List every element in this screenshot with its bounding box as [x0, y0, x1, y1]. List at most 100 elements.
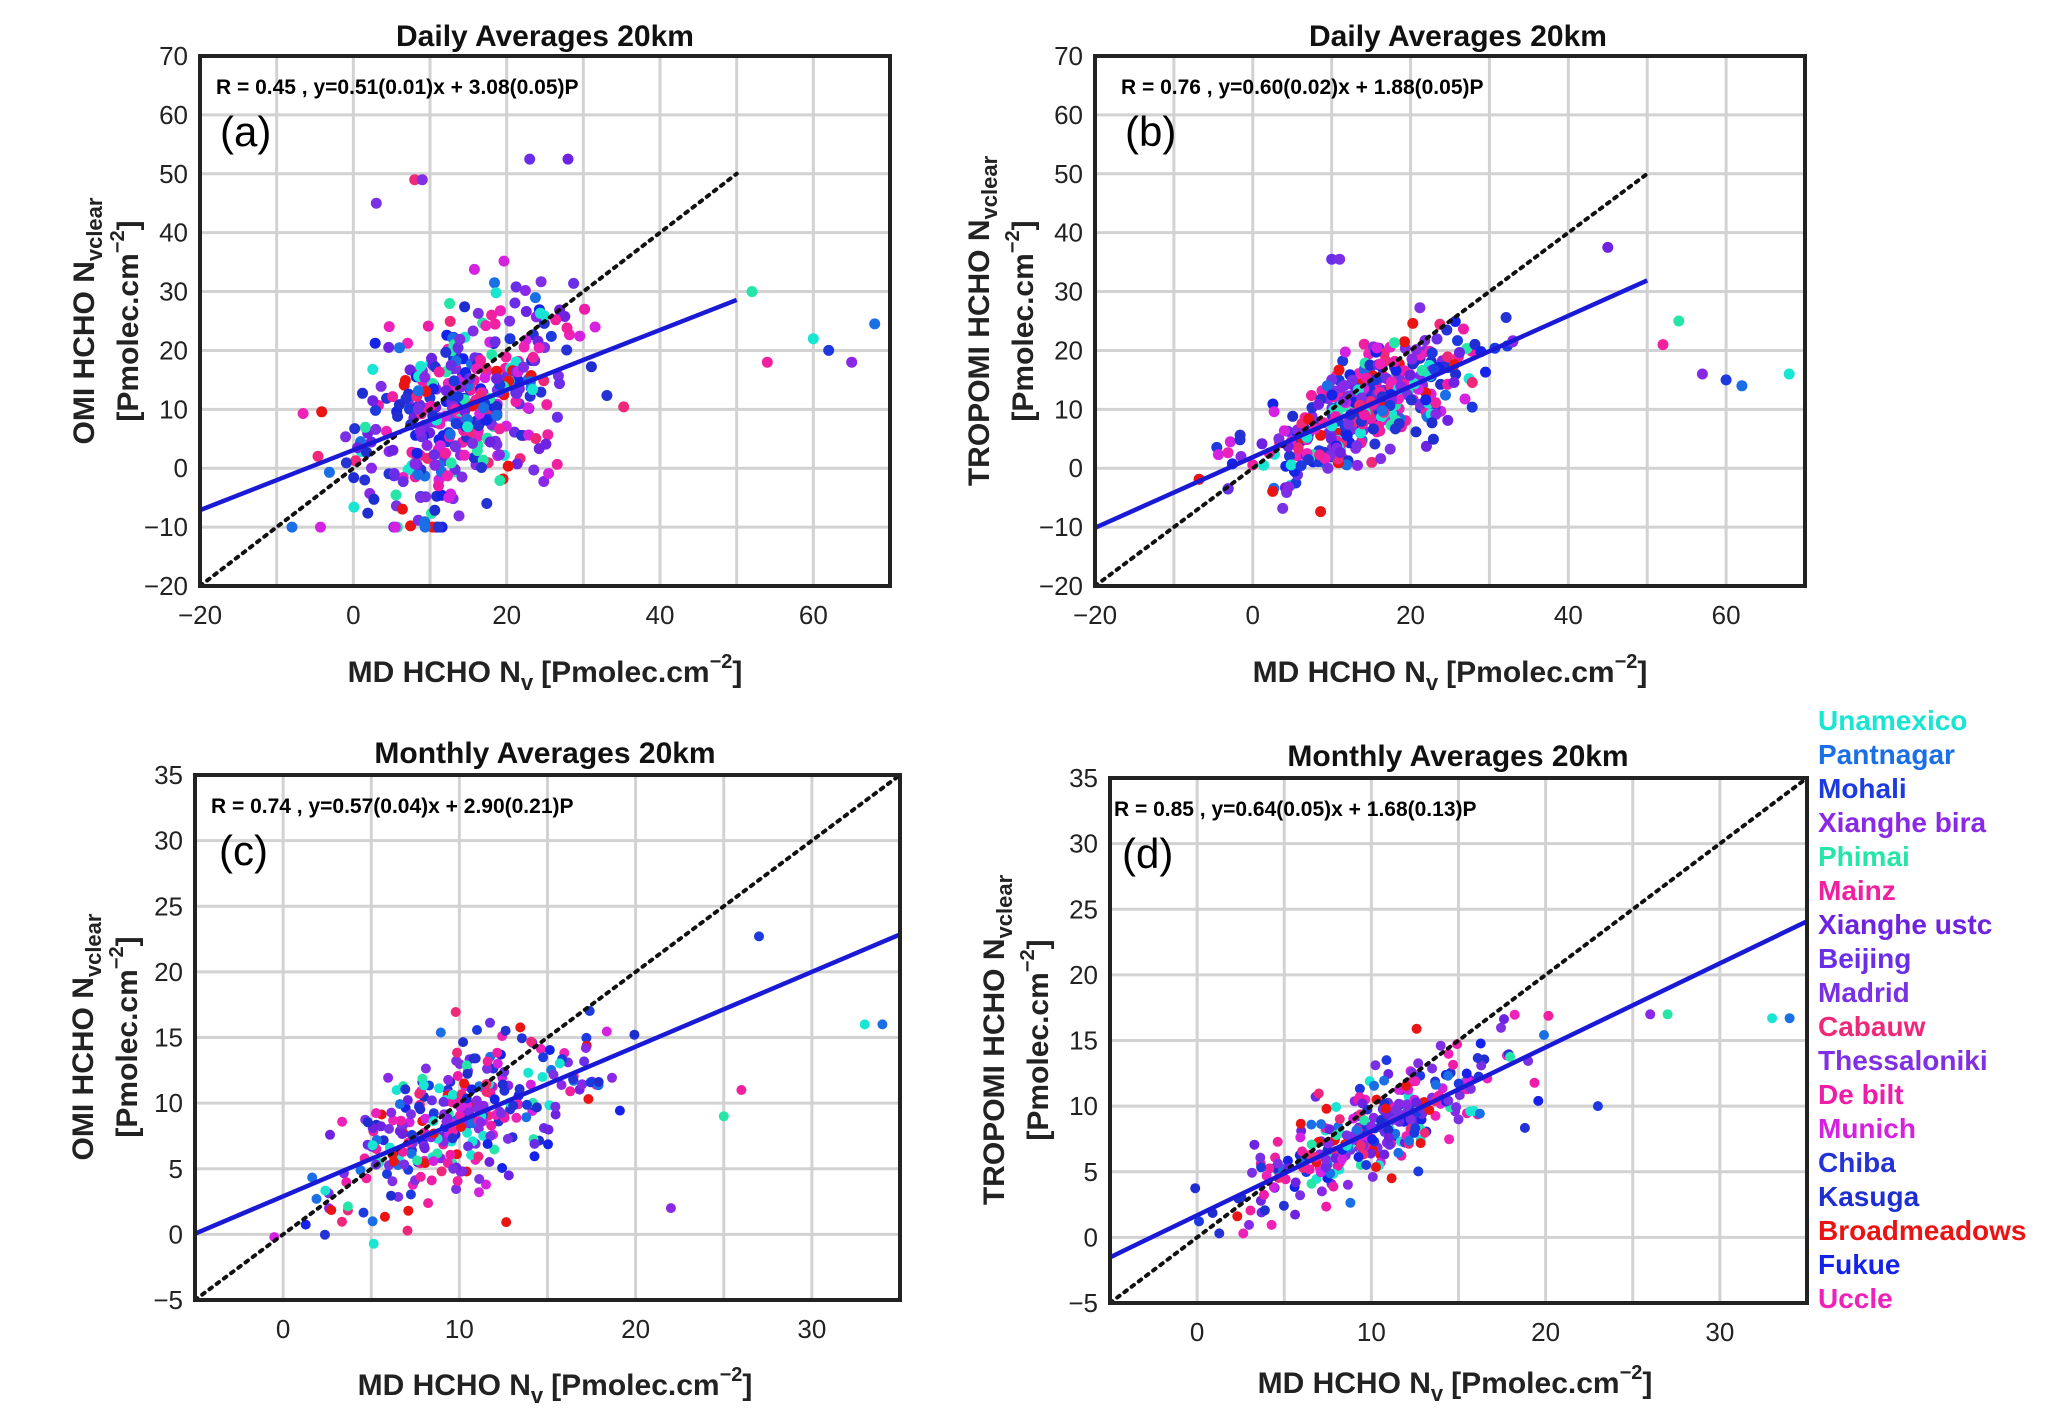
data-point	[1696, 368, 1708, 380]
panel-d-stat-text: R = 0.85 , y=0.64(0.05)x + 1.68(0.13)P	[1114, 798, 1477, 821]
data-point	[456, 471, 468, 483]
data-point	[482, 1056, 493, 1067]
data-point	[543, 1124, 554, 1135]
data-point	[1273, 433, 1285, 445]
data-point	[388, 468, 400, 479]
panel-b: Daily Averages 20km R = 0.76 , y=0.60(0.…	[963, 20, 1807, 695]
data-point	[718, 1111, 729, 1122]
data-point	[585, 361, 597, 373]
data-point	[476, 462, 487, 473]
data-point	[1353, 1152, 1364, 1162]
y-tick-label: 25	[154, 891, 183, 921]
data-point	[1414, 302, 1426, 314]
data-point	[416, 174, 428, 186]
panel-c-xticks: 0 10 20 30	[276, 1314, 826, 1344]
data-point	[761, 356, 773, 368]
data-point	[409, 458, 421, 470]
x-tick-label: 0	[1246, 600, 1260, 630]
data-point	[348, 501, 360, 513]
x-tick-label: −20	[1073, 600, 1117, 630]
y-tick-label: −20	[144, 571, 188, 601]
legend-item: Madrid	[1818, 977, 1910, 1008]
data-point	[1256, 438, 1268, 450]
data-point	[449, 440, 461, 452]
data-point	[1384, 1139, 1395, 1150]
data-point	[472, 307, 484, 319]
data-point	[577, 1079, 588, 1090]
svg-text:OMI HCHO Nvclear: OMI HCHO Nvclear	[67, 913, 106, 1160]
y-tick-label: 25	[1069, 894, 1098, 924]
data-point	[1476, 1060, 1487, 1071]
panel-d-yticks: −5 0 5 10 15 20 25 30 35	[1068, 763, 1098, 1318]
data-point	[367, 1216, 378, 1227]
data-point	[1355, 427, 1366, 439]
data-point	[581, 1032, 592, 1043]
x-tick-label: −20	[178, 600, 222, 630]
data-point	[393, 399, 405, 411]
y-tick-label: 70	[159, 41, 188, 71]
data-point	[754, 931, 764, 942]
data-point	[568, 277, 580, 289]
data-point	[1480, 366, 1491, 378]
panel-a-xlabel: MD HCHO Nv [Pmolec.cm−2]	[348, 651, 743, 695]
data-point	[461, 1060, 472, 1071]
y-tick-label: 0	[1069, 453, 1083, 483]
panel-c-title: Monthly Averages 20km	[374, 737, 715, 770]
data-point	[501, 1217, 512, 1228]
legend-item: Chiba	[1818, 1147, 1896, 1178]
panel-d: Monthly Averages 20km R = 0.85 , y=0.64(…	[978, 740, 1809, 1406]
data-point	[486, 309, 498, 321]
data-point	[405, 520, 417, 532]
data-point	[1379, 1149, 1390, 1160]
y-tick-label: 60	[1054, 100, 1083, 130]
data-point	[1326, 389, 1338, 401]
data-point	[459, 301, 471, 313]
data-point	[405, 1189, 416, 1200]
data-point	[1499, 1014, 1509, 1025]
data-point	[297, 408, 309, 419]
data-point	[1352, 459, 1363, 471]
legend-item: Cabauw	[1818, 1011, 1926, 1042]
data-point	[451, 1184, 462, 1195]
data-point	[521, 1112, 532, 1123]
panel-b-ylabel-line2: [Pmolec.cm	[1007, 253, 1040, 421]
panel-b-yticks: −20 −10 0 10 20 30 40 50 60 70	[1039, 41, 1083, 601]
data-point	[402, 1225, 413, 1236]
data-point	[1315, 506, 1327, 518]
y-tick-label: 30	[1054, 277, 1083, 307]
data-point	[1264, 1163, 1275, 1174]
data-point	[504, 333, 516, 345]
x-tick-label: 40	[1554, 600, 1583, 630]
data-point	[534, 307, 546, 319]
data-point	[1306, 1139, 1317, 1150]
data-point	[444, 315, 456, 327]
data-point	[524, 153, 536, 165]
data-point	[1657, 339, 1669, 351]
data-point	[1285, 459, 1297, 471]
data-point	[371, 1108, 381, 1119]
data-point	[438, 1096, 449, 1107]
data-point	[1367, 1134, 1378, 1145]
data-point	[1448, 377, 1460, 388]
data-point	[491, 373, 502, 385]
panel-a-ylabel-line1: OMI HCHO N	[68, 261, 101, 444]
data-point	[300, 1219, 311, 1230]
data-point	[429, 459, 441, 471]
data-point	[383, 1072, 394, 1083]
data-point	[452, 1071, 463, 1081]
data-point	[320, 1185, 331, 1196]
data-point	[414, 425, 426, 437]
data-point	[1342, 1179, 1353, 1190]
data-point	[526, 1036, 537, 1047]
data-point	[1304, 1164, 1315, 1175]
data-point	[1509, 1009, 1520, 1020]
data-point	[1341, 430, 1353, 442]
data-point	[443, 1074, 454, 1085]
data-point	[538, 476, 550, 487]
data-point	[550, 1101, 561, 1112]
data-point	[580, 1043, 591, 1053]
data-point	[440, 447, 452, 459]
data-point	[1404, 369, 1416, 381]
data-point	[1259, 1189, 1269, 1200]
data-point	[1367, 1171, 1378, 1182]
